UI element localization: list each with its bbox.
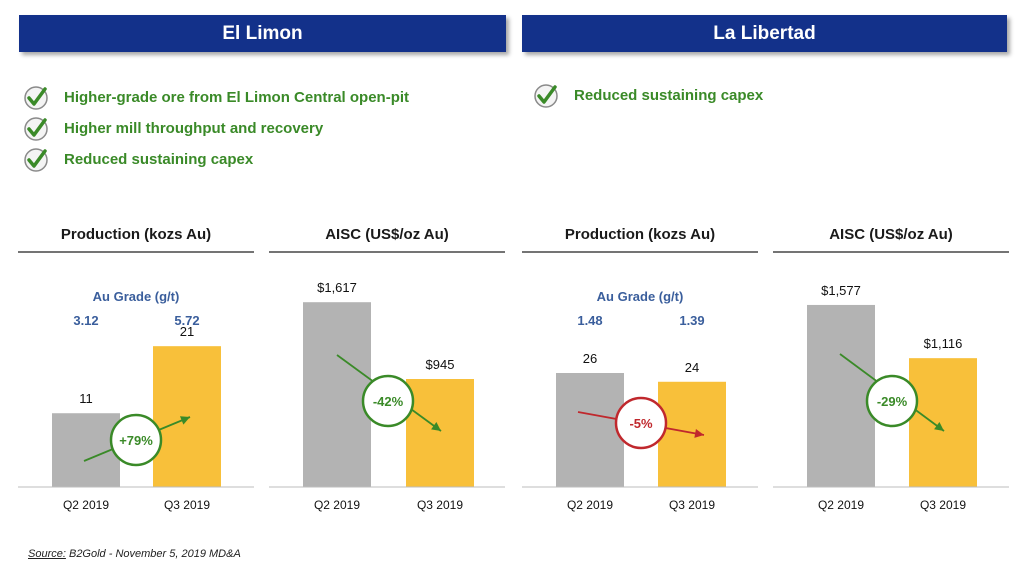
x-tick-label-q2: Q2 2019 <box>63 498 109 512</box>
chart-title: AISC (US$/oz Au) <box>829 226 953 243</box>
bullet-text: Higher mill throughput and recovery <box>64 120 324 137</box>
x-tick-label-q3: Q3 2019 <box>417 498 463 512</box>
chart-svg: AISC (US$/oz Au) $1,577 $1,116 Q2 2019 Q… <box>773 226 1009 512</box>
bullet-text: Reduced sustaining capex <box>64 151 254 168</box>
bar-value-label-q3: $1,116 <box>924 336 963 351</box>
change-circle <box>614 396 668 450</box>
bullet-item: Reduced sustaining capex <box>532 80 763 111</box>
la-libertad-production-chart: Production (kozs Au) Au Grade (g/t) 1.48… <box>522 220 758 520</box>
checkmark-icon <box>534 83 558 108</box>
change-label: -29% <box>877 394 908 409</box>
source-footnote: Source: B2Gold - November 5, 2019 MD&A <box>28 548 241 560</box>
grade-value-q2: 3.12 <box>73 313 98 328</box>
bullet-text: Higher-grade ore from El Limon Central o… <box>64 89 410 106</box>
x-tick-label-q2: Q2 2019 <box>567 498 613 512</box>
x-tick-label-q2: Q2 2019 <box>314 498 360 512</box>
checkmark-icon <box>24 116 48 141</box>
la-libertad-bullets: Reduced sustaining capex <box>532 80 763 111</box>
x-tick-label-q3: Q3 2019 <box>920 498 966 512</box>
bar-q3 <box>909 358 977 487</box>
bar-value-label-q2: 11 <box>79 391 93 406</box>
el-limon-bullets: Higher-grade ore from El Limon Central o… <box>22 82 409 175</box>
grade-label: Au Grade (g/t) <box>93 289 180 304</box>
section-banner-la-libertad: La Libertad <box>522 15 1007 52</box>
bullet-item: Higher-grade ore from El Limon Central o… <box>22 82 409 113</box>
chart-svg: AISC (US$/oz Au) $1,617 $945 Q2 2019 Q3 … <box>269 226 505 512</box>
section-banner-el-limon: El Limon <box>19 15 506 52</box>
x-tick-label-q2: Q2 2019 <box>818 498 864 512</box>
checkmark-icon <box>24 147 48 172</box>
la-libertad-aisc-chart: AISC (US$/oz Au) $1,577 $1,116 Q2 2019 Q… <box>773 220 1009 520</box>
chart-svg: Production (kozs Au) Au Grade (g/t) 3.12… <box>18 226 254 512</box>
source-label: Source: <box>28 548 66 560</box>
change-label: +79% <box>119 433 153 448</box>
trend-arrowhead <box>694 428 704 438</box>
bar-value-label-q3: $945 <box>426 357 455 372</box>
bullet-item: Reduced sustaining capex <box>22 144 409 175</box>
source-text: B2Gold - November 5, 2019 MD&A <box>65 548 241 560</box>
trend-arrowhead <box>431 422 441 431</box>
chart-title: Production (kozs Au) <box>61 226 211 243</box>
change-circle <box>109 413 163 467</box>
bar-q2 <box>556 373 624 487</box>
checkmark-icon <box>24 85 48 110</box>
bar-q3 <box>658 381 726 487</box>
bar-q3 <box>406 379 474 487</box>
trend-arrowhead <box>179 416 190 425</box>
el-limon-production-chart: Production (kozs Au) Au Grade (g/t) 3.12… <box>18 220 254 520</box>
bar-q3 <box>153 346 221 487</box>
chart-title: AISC (US$/oz Au) <box>325 226 449 243</box>
bullet-text: Reduced sustaining capex <box>574 87 764 104</box>
bar-q2 <box>303 302 371 487</box>
chart-title: Production (kozs Au) <box>565 226 715 243</box>
grade-value-q3: 1.39 <box>679 313 704 328</box>
grade-value-q2: 1.48 <box>577 313 602 328</box>
chart-svg: Production (kozs Au) Au Grade (g/t) 1.48… <box>522 226 758 512</box>
change-label: -42% <box>373 394 404 409</box>
trend-arrowhead <box>934 422 944 431</box>
x-tick-label-q3: Q3 2019 <box>669 498 715 512</box>
x-tick-label-q3: Q3 2019 <box>164 498 210 512</box>
grade-value-q3: 5.72 <box>174 313 199 328</box>
bar-value-label-q3: 24 <box>685 360 699 375</box>
bullet-item: Higher mill throughput and recovery <box>22 113 409 144</box>
el-limon-aisc-chart: AISC (US$/oz Au) $1,617 $945 Q2 2019 Q3 … <box>269 220 505 520</box>
bar-q2 <box>807 304 875 487</box>
bar-value-label-q2: $1,577 <box>821 283 861 298</box>
bar-value-label-q2: $1,617 <box>317 280 357 295</box>
bar-value-label-q2: 26 <box>583 351 597 366</box>
change-circle <box>865 374 919 428</box>
change-circle <box>361 374 415 428</box>
grade-label: Au Grade (g/t) <box>597 289 684 304</box>
bar-value-label-q3: 21 <box>180 324 194 339</box>
change-label: -5% <box>629 416 653 431</box>
